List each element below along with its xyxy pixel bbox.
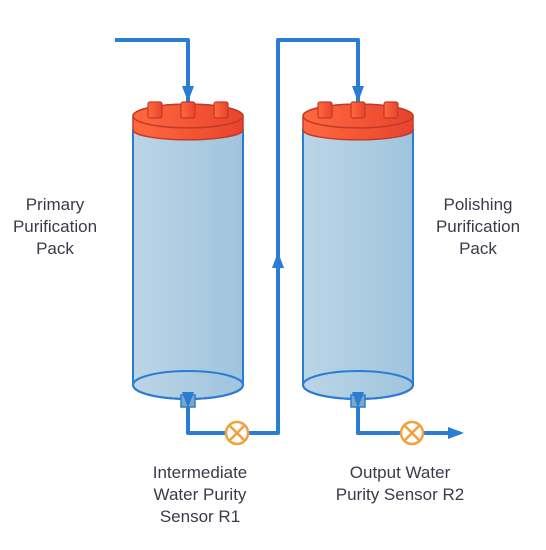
sensor-r2 [401, 422, 423, 444]
primary-pack-label-line: Purification [13, 217, 97, 236]
flow-arrow-mid-up [272, 252, 284, 268]
sensor-r2-label: Output Water Purity Sensor R2 [336, 463, 465, 504]
sensor-r1-label-line: Sensor R1 [160, 507, 240, 526]
polishing-pack-label-line: Purification [436, 217, 520, 236]
flow-arrow-inlet-down [182, 86, 194, 102]
polishing-purification-pack [303, 102, 413, 407]
cap-lug [214, 102, 228, 118]
cap-lug [318, 102, 332, 118]
primary-pack-label: Primary Purification Pack [13, 195, 97, 258]
sensor-r1-label-line: Water Purity [154, 485, 247, 504]
flow-arrow-outlet-right [448, 427, 464, 439]
sensor-r1 [226, 422, 248, 444]
sensor-r2-label-line: Purity Sensor R2 [336, 485, 465, 504]
sensor-r1-label-line: Intermediate [153, 463, 248, 482]
primary-purification-pack [133, 102, 243, 407]
sensor-r2-label-line: Output Water [350, 463, 451, 482]
polishing-pack-label-line: Pack [459, 239, 497, 258]
primary-pack-label-line: Primary [26, 195, 85, 214]
cap-lug [148, 102, 162, 118]
cap-lug [384, 102, 398, 118]
polishing-pack-label: Polishing Purification Pack [436, 195, 520, 258]
flow-arrow-into-polish [352, 86, 364, 102]
sensor-r1-label: Intermediate Water Purity Sensor R1 [153, 463, 248, 526]
cap-lug [351, 102, 365, 118]
polishing-pack-label-line: Polishing [444, 195, 513, 214]
primary-pack-label-line: Pack [36, 239, 74, 258]
purification-flow-diagram: Primary Purification Pack Polishing Purifica… [0, 0, 546, 550]
cap-lug [181, 102, 195, 118]
